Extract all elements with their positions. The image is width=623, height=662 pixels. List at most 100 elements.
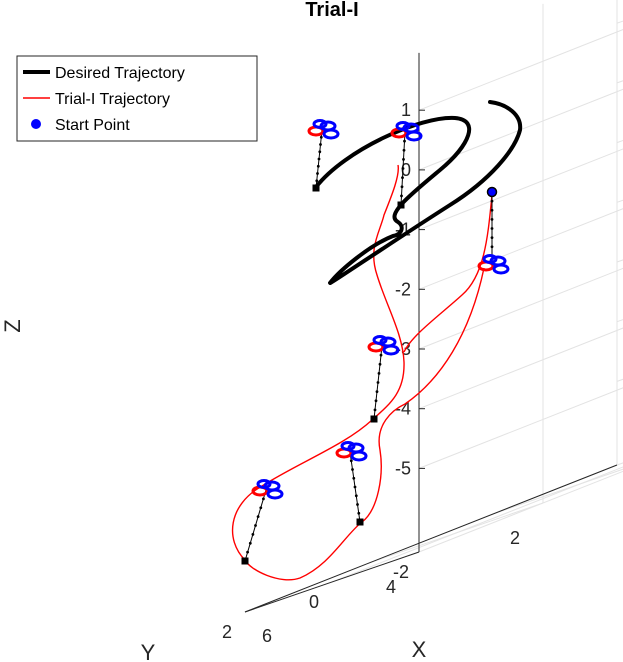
x-tick-label: 6 [262, 626, 272, 646]
z-tick-label: -5 [395, 458, 411, 478]
cable-link-dot [316, 164, 320, 168]
grid-floor-y [331, 466, 623, 583]
x-tick-label: 4 [386, 577, 396, 597]
cable-link-dot [319, 143, 322, 146]
cable-link-dot [403, 139, 406, 143]
grid-side-z [616, 20, 623, 24]
cable-link-dot [259, 506, 263, 510]
cable-link-dot [375, 390, 379, 393]
grid-floor-x [492, 468, 623, 515]
payload-marker [356, 518, 364, 526]
cable-link-dot [401, 167, 405, 170]
cable-link-dot [352, 476, 356, 480]
cable-link-dot [349, 459, 353, 463]
cable-link-dot [356, 503, 359, 506]
trial-trajectory-line [231, 164, 493, 581]
grid-floor-x [616, 462, 623, 466]
cable-link-dot [316, 172, 319, 175]
desired-trajectory-layer [314, 100, 523, 286]
cable-link-dot [246, 550, 250, 554]
desired-trajectory-line [314, 100, 523, 286]
cable-link-dot [401, 176, 404, 180]
cable-link-dot [490, 245, 494, 249]
grid-back-z [418, 88, 623, 171]
y-tick-label: 2 [222, 622, 232, 642]
trial-trajectory-layer [231, 164, 493, 581]
y-axis-label: Y [141, 640, 156, 662]
y-tick-label: 0 [309, 592, 319, 612]
payload-marker [370, 415, 378, 423]
payload-marker [241, 557, 249, 565]
rear-rotor [312, 119, 328, 129]
rear-rotor [350, 450, 368, 462]
grid-floor-y [418, 470, 623, 553]
cable-link-dot [254, 524, 257, 527]
cable-link-dot [256, 515, 260, 518]
legend: Desired Trajectory Trial-I Trajectory St… [16, 55, 258, 142]
cable-link-dot [251, 533, 255, 536]
legend-start-swatch [31, 119, 41, 129]
rear-rotor [340, 441, 356, 451]
cable-link-dot [354, 494, 358, 498]
cable-link-dot [248, 541, 252, 545]
rear-rotor [405, 130, 423, 142]
chart-title: Trial-I [305, 0, 358, 21]
cable-link-dot [353, 485, 357, 489]
rear-rotor [482, 254, 498, 264]
z-tick-label: 0 [401, 160, 411, 180]
cable-link-dot [376, 381, 380, 384]
legend-desired-label: Desired Trajectory [55, 65, 185, 82]
cable-link-dot [400, 194, 403, 198]
tick-labels: 10-1-2-3-4-5-2020246 [222, 100, 520, 646]
cable-link-dot [490, 208, 494, 212]
grid-lines [244, 0, 623, 613]
grid-back-z [418, 148, 623, 231]
grid-back-z [418, 267, 623, 350]
grid-back-z [418, 29, 623, 111]
axes-box [244, 52, 618, 613]
cable-link-dot [379, 353, 383, 357]
cable-link-dot [400, 185, 404, 189]
grid-back-z [418, 327, 623, 410]
legend-box [16, 55, 258, 142]
cable-link-dot [490, 227, 494, 230]
cable-link-dot [357, 511, 361, 515]
rear-rotor [266, 488, 284, 500]
start-point-marker [486, 186, 498, 198]
cable-link-dot [402, 158, 405, 161]
z-axis-label: Z [0, 319, 25, 332]
cable-link-dot [377, 372, 381, 375]
legend-trial-label: Trial-I Trajectory [55, 91, 170, 108]
y-axis-line [244, 551, 420, 613]
rear-rotor [372, 335, 388, 345]
cable-link-dot [490, 218, 494, 221]
cable-link-dot [490, 236, 494, 240]
rear-rotor [395, 121, 411, 131]
cable-link-dot [318, 150, 322, 154]
rear-rotor [322, 128, 340, 140]
payload-marker [312, 184, 320, 192]
z-tick-label: -2 [395, 279, 411, 299]
x-axis-label: X [412, 637, 427, 662]
rear-rotor [256, 479, 272, 489]
cable-link-dot [490, 199, 494, 203]
cable-link-dot [402, 148, 406, 152]
cable-link-dot [315, 179, 319, 183]
cable-link-dot [351, 468, 354, 471]
z-tick-label: -4 [395, 399, 411, 419]
cable-link-dot [317, 157, 321, 161]
cable-link-dot [378, 362, 382, 366]
rear-rotor [492, 263, 510, 275]
grid-back-z [418, 208, 623, 290]
payload-marker [397, 201, 405, 209]
cable-link-dot [262, 497, 265, 501]
y-tick-label: -2 [393, 562, 409, 582]
grid-back-z [418, 387, 623, 469]
x-axis-line [244, 464, 618, 613]
legend-start-label: Start Point [55, 117, 130, 134]
z-tick-label: 1 [401, 100, 411, 120]
cable-link-dot [374, 399, 378, 403]
rear-rotor [382, 344, 400, 356]
x-tick-label: 2 [510, 528, 520, 548]
